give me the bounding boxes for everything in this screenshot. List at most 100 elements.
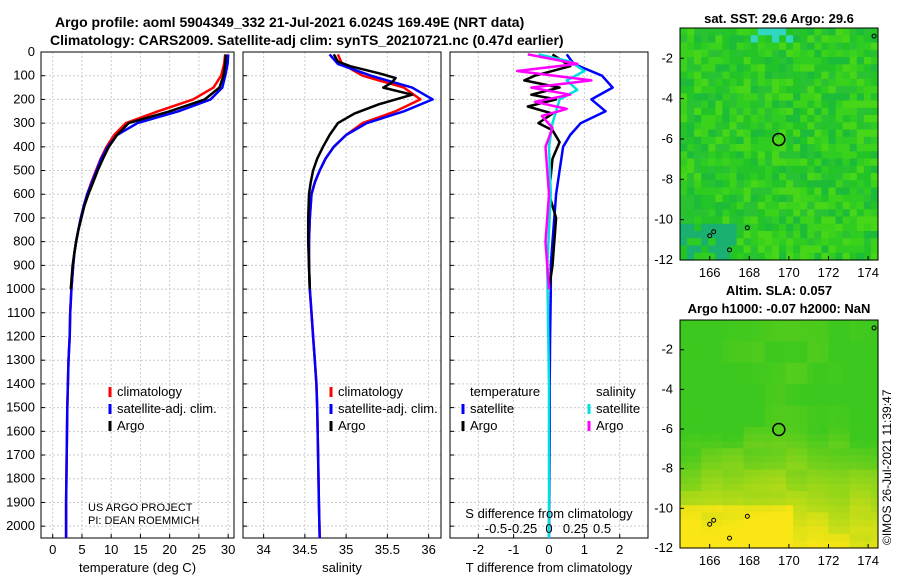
map-cell [771,476,780,485]
map-cell [771,384,780,392]
map-cell [849,384,858,392]
map-cell [779,86,787,94]
map-cell [680,362,688,371]
map-cell [729,180,738,189]
map-cell [757,419,766,428]
map-cell [701,115,709,123]
map-cell [835,35,844,44]
map-cell [779,441,787,449]
map-cell [701,448,709,456]
map-cell [708,158,716,167]
map-cell [694,476,702,485]
map-cell [814,144,823,152]
map-cell [835,455,844,464]
map-cell [849,252,858,261]
map-cell [722,462,731,471]
map-cell [771,173,780,181]
map-cell [828,476,837,485]
map-cell [764,78,773,87]
map-cell [786,505,794,513]
map-cell [687,136,695,145]
map-cell [750,223,759,232]
map-cell [715,231,724,239]
map-cell [849,505,858,513]
map-cell [764,412,773,421]
map-cell [708,194,716,203]
map-cell [757,194,766,203]
map-cell [680,369,688,378]
y-tick-label: 1700 [6,447,35,462]
map-cell [680,469,688,478]
map-cell [870,231,879,239]
map-cell [764,28,773,36]
map-cell [821,187,830,196]
map-cell [764,35,773,44]
map-cell [856,462,865,471]
map-cell [715,491,724,499]
map-cell [835,505,844,513]
map-cell [764,129,773,138]
map-cell [856,405,865,414]
map-cell [828,483,837,492]
map-cell [835,377,844,385]
map-cell [800,107,808,116]
map-cell [708,64,716,73]
map-cell [821,144,830,152]
map-cell [821,491,830,499]
map-cell [814,129,823,138]
map-cell [863,519,872,528]
map-cell [849,341,858,350]
map-cell [708,49,716,58]
map-cell [842,216,851,225]
map-cell [856,165,865,174]
map-cell [708,100,716,109]
map-cell [807,238,815,247]
map-cell [750,327,759,335]
map-cell [807,42,815,51]
map-cell [729,426,738,435]
map-cell [856,173,865,181]
map-cell [842,320,851,328]
map-cell [736,245,745,254]
map-cell [680,223,688,232]
map-cell [807,202,815,210]
map-cell [835,144,844,152]
map-cell [779,173,787,181]
map-cell [729,165,738,174]
map-cell [701,441,709,449]
s-tick-label: -0.25 [508,521,538,536]
map-cell [715,334,724,342]
map-cell [729,341,738,350]
map-cell [821,57,830,65]
map-cell [779,122,787,131]
map-cell [793,505,801,513]
map-cell [870,42,879,51]
map-cell [701,355,709,364]
map-cell [687,384,695,392]
map-cell [821,100,830,109]
map-cell [828,238,837,247]
map-cell [694,28,702,36]
map-cell [863,398,872,407]
map-cell [736,173,745,181]
map-cell [757,377,766,385]
map-cell [870,412,879,421]
map-cell [828,533,837,542]
project-pi: PI: DEAN ROEMMICH [88,515,200,527]
map-cell [701,136,709,145]
map-cell [821,180,830,189]
map-cell [687,419,695,428]
map-cell [814,71,823,80]
map-cell [870,348,879,357]
map-cell [779,483,787,492]
map-cell [722,355,731,364]
map-cell [807,151,815,160]
map-cell [828,369,837,378]
map-cell [793,355,801,364]
map-cell [715,362,724,371]
map-cell [814,57,823,65]
map-cell [800,384,808,392]
map-cell [736,505,745,513]
map-cell [729,505,738,513]
series-line-climatology [64,54,227,538]
